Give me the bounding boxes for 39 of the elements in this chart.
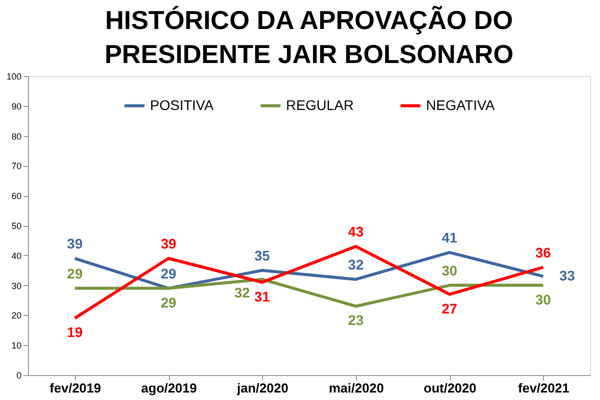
y-tick-label: 80 [11,131,22,142]
y-tick-label: 0 [16,370,22,380]
data-label: 39 [67,235,83,252]
data-label: 29 [160,294,176,310]
y-tick-label: 30 [11,280,22,291]
data-label: 19 [67,324,83,340]
data-label: 33 [559,267,576,284]
x-tick-label: out/2020 [424,380,476,396]
data-label: 35 [254,247,270,264]
x-tick-label: fev/2021 [518,380,570,396]
data-label: 30 [442,262,458,278]
y-tick-label: 40 [11,250,22,261]
x-tick-label: ago/2019 [141,380,197,396]
data-label: 32 [234,284,250,300]
data-label: 29 [160,265,176,282]
y-tick-label: 10 [11,340,22,351]
data-label: 32 [348,256,364,272]
data-label: 39 [160,235,176,252]
x-tick-label: jan/2020 [236,380,288,396]
legend-label: NEGATIVA [426,96,496,113]
data-label: 41 [442,229,458,246]
data-label: 29 [67,265,83,282]
y-tick-label: 20 [11,310,22,321]
y-tick-label: 50 [11,221,22,231]
y-tick-label: 60 [11,191,22,202]
data-label: 31 [254,288,270,304]
x-tick-label: fev/2019 [50,380,101,396]
data-label: 36 [535,244,552,260]
data-label: 27 [442,300,458,316]
y-tick-label: 100 [6,72,22,82]
legend-label: POSITIVA [150,96,214,113]
data-label: 30 [535,291,552,308]
y-tick-label: 90 [11,101,22,112]
x-tick-label: mai/2020 [328,380,384,396]
data-label: 43 [348,223,364,240]
y-tick-label: 70 [11,161,22,172]
chart-title: HISTÓRICO DA APROVAÇÃO DO PRESIDENTE JAIR BOLSONARO [104,5,514,69]
legend-label: REGULAR [286,96,354,113]
data-label: 23 [348,312,364,328]
